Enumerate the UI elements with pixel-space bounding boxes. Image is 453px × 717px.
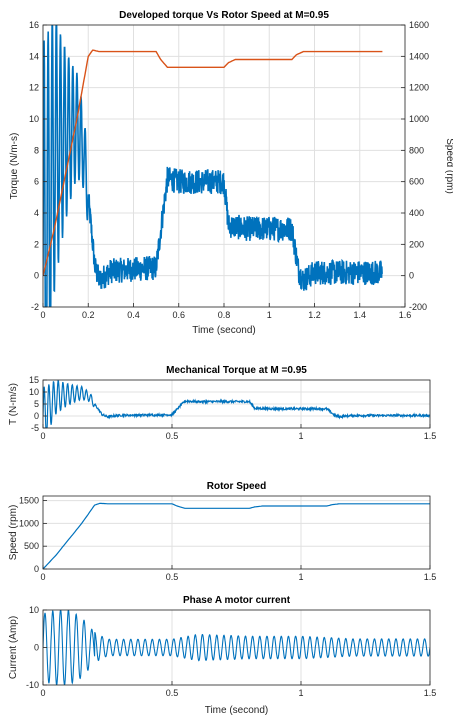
x-tick-label: 0	[40, 688, 45, 698]
y-tick-label: -10	[26, 680, 39, 690]
axes-frame	[42, 495, 431, 570]
x-tick-label: 1.2	[308, 310, 321, 320]
x-tick-label: 1.5	[424, 688, 437, 698]
x-tick-label: 1	[298, 431, 303, 441]
y-tick-label: -5	[31, 423, 39, 433]
y-axis-label: T (N-m/s)	[8, 383, 19, 425]
y-axis-label: Speed (rpm)	[8, 505, 19, 561]
right-tick-label: 0	[409, 271, 414, 281]
right-axis-label: Speed (rpm)	[444, 138, 453, 194]
x-tick-label: 0.8	[218, 310, 231, 320]
plot-area	[43, 502, 430, 569]
y-axis-label: Torque (N/m-s)	[9, 133, 20, 200]
x-tick-label: 1.6	[399, 310, 412, 320]
chart-title: Developed torque Vs Rotor Speed at M=0.9…	[119, 10, 329, 21]
chart-title: Phase A motor current	[183, 595, 291, 606]
x-tick-label: 0	[40, 310, 45, 320]
y-tick-label: 1000	[19, 518, 39, 528]
x-tick-label: 0.2	[82, 310, 95, 320]
torque-series-line	[43, 380, 430, 428]
torque-series-line	[43, 25, 383, 307]
speed-series-line	[43, 502, 430, 569]
x-tick-label: 1	[267, 310, 272, 320]
x-tick-label: 1.5	[424, 572, 437, 582]
y-tick-label: 14	[29, 51, 39, 61]
plot-area	[43, 380, 430, 428]
y-tick-label: 16	[29, 20, 39, 30]
y-tick-label: -2	[31, 302, 39, 312]
right-tick-label: 800	[409, 145, 424, 155]
y-tick-label: 10	[29, 605, 39, 615]
y-tick-label: 500	[24, 541, 39, 551]
x-tick-label: 0.4	[127, 310, 140, 320]
y-tick-label: 15	[29, 375, 39, 385]
right-tick-label: 600	[409, 177, 424, 187]
right-tick-label: -200	[409, 302, 427, 312]
right-tick-label: 400	[409, 208, 424, 218]
x-tick-label: 1	[298, 572, 303, 582]
x-tick-label: 1.5	[424, 431, 437, 441]
speed-series-line	[43, 49, 383, 276]
plot-area	[43, 610, 430, 685]
right-tick-label: 1000	[409, 114, 429, 124]
y-tick-label: 2	[34, 239, 39, 249]
y-tick-label: 4	[34, 208, 39, 218]
x-tick-label: 1	[298, 688, 303, 698]
y-tick-label: 12	[29, 83, 39, 93]
right-tick-label: 1600	[409, 20, 429, 30]
y-tick-label: 0	[34, 643, 39, 653]
y-tick-label: 0	[34, 411, 39, 421]
x-axis-label: Time (second)	[205, 705, 269, 716]
y-tick-label: 0	[34, 271, 39, 281]
plot-area	[43, 25, 383, 307]
x-axis-label: Time (second)	[192, 325, 256, 336]
y-tick-label: 0	[34, 564, 39, 574]
x-tick-label: 0.5	[166, 572, 179, 582]
y-tick-label: 10	[29, 387, 39, 397]
x-tick-label: 0.6	[172, 310, 185, 320]
chart-title: Rotor Speed	[207, 481, 266, 492]
current-series-line	[43, 610, 430, 685]
x-tick-label: 0.5	[166, 688, 179, 698]
y-tick-label: 6	[34, 177, 39, 187]
x-tick-label: 0	[40, 431, 45, 441]
x-tick-label: 1.4	[353, 310, 366, 320]
y-axis-label: Current (Amp)	[8, 616, 19, 679]
right-tick-label: 1200	[409, 83, 429, 93]
y-tick-label: 1500	[19, 496, 39, 506]
x-tick-label: 0.5	[166, 431, 179, 441]
right-tick-label: 200	[409, 239, 424, 249]
y-tick-label: 10	[29, 114, 39, 124]
right-tick-label: 1400	[409, 51, 429, 61]
chart-3: 0 0.5 1 1.5 0 500 1000 1500 Rotor Speed Speed (rp…	[8, 481, 436, 582]
y-tick-label: 5	[34, 399, 39, 409]
chart-title: Mechanical Torque at M =0.95	[166, 365, 307, 376]
x-tick-label: 0	[40, 572, 45, 582]
y-tick-label: 8	[34, 145, 39, 155]
